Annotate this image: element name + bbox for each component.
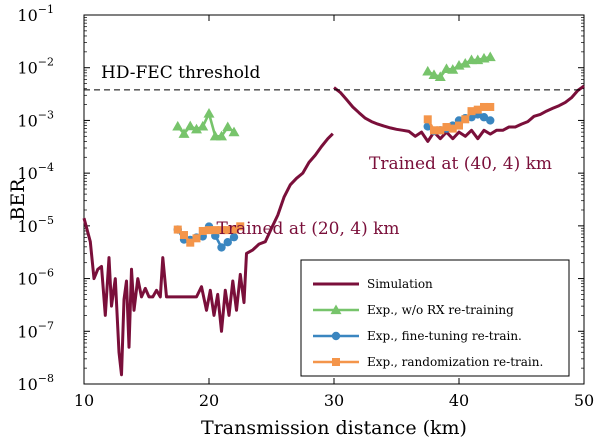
data-point	[461, 115, 470, 124]
data-point	[223, 237, 232, 247]
legend-item-exp-randomization-re-train: Exp., randomization re-train.	[313, 355, 543, 369]
legend-label: Exp., randomization re-train.	[367, 355, 543, 369]
series-exp-w-o-rx-re-training	[172, 51, 496, 141]
y-tick-label: 10−8	[17, 372, 54, 394]
series-line	[82, 132, 334, 377]
data-point	[198, 226, 207, 235]
x-tick-labels: 10 20 30 40 50	[74, 391, 594, 410]
legend-label: Simulation	[367, 277, 433, 291]
data-point	[217, 243, 226, 252]
data-point	[484, 51, 496, 62]
data-point	[455, 121, 463, 130]
y-tick-label: 10−7	[17, 319, 54, 341]
data-point	[229, 232, 239, 242]
data-point	[230, 225, 238, 234]
data-point	[211, 226, 220, 235]
y-tick-label: 10−6	[17, 267, 54, 289]
data-point	[473, 105, 482, 114]
data-point	[205, 226, 213, 235]
legend-label: Exp., fine-tuning re-train.	[367, 329, 522, 343]
x-tick-label: 40	[449, 391, 469, 410]
axis-ticks	[83, 14, 585, 385]
x-tick-label: 50	[574, 391, 594, 410]
x-tick-label: 20	[199, 391, 219, 410]
series-line	[333, 84, 585, 143]
data-point	[459, 58, 471, 68]
data-point	[180, 231, 188, 240]
y-tick-exponent: −4	[38, 161, 54, 174]
data-point	[228, 126, 240, 137]
series-layer	[82, 51, 585, 377]
data-point	[186, 238, 195, 247]
legend-label: Exp., w/o RX re-training	[367, 303, 514, 317]
legend-box	[300, 259, 570, 377]
legend-item-simulation: Simulation	[313, 277, 433, 291]
data-point	[430, 126, 438, 135]
x-tick-label: 10	[74, 391, 94, 410]
data-point	[203, 108, 215, 118]
data-point	[442, 123, 451, 132]
data-point	[217, 226, 226, 235]
plot-area: HD-FEC threshold Trained at (40, 4) km T…	[82, 14, 585, 385]
data-point	[448, 124, 457, 133]
annotation-trained-40km: Trained at (40, 4) km	[369, 154, 552, 174]
y-axis-title: BER	[7, 178, 29, 221]
y-tick-exponent: −7	[38, 319, 54, 332]
data-point	[486, 102, 495, 111]
data-point	[236, 222, 245, 231]
y-tick-exponent: −2	[38, 56, 54, 69]
data-point	[447, 64, 459, 74]
data-point	[479, 113, 489, 122]
data-point	[423, 115, 432, 124]
legend-items: Simulation Exp., w/o RX re-training Exp., …	[313, 277, 543, 369]
data-point	[173, 225, 182, 234]
data-point	[223, 226, 232, 235]
data-point	[428, 69, 440, 80]
data-point	[192, 234, 201, 243]
legend-marker	[330, 304, 342, 315]
data-point	[486, 116, 495, 125]
legend: Simulation Exp., w/o RX re-training Exp., …	[300, 259, 570, 377]
data-point	[436, 126, 445, 135]
data-point	[197, 120, 209, 131]
data-point	[480, 102, 488, 111]
y-tick-exponent: −5	[38, 214, 54, 227]
y-tick-label: 10−2	[17, 56, 54, 78]
legend-marker	[331, 331, 341, 341]
x-tick-label: 30	[324, 391, 344, 410]
data-point	[178, 128, 190, 138]
series-simulation	[82, 84, 585, 377]
y-tick-label: 10−1	[17, 3, 54, 25]
data-point	[172, 120, 184, 131]
data-point	[434, 71, 446, 82]
x-axis-title: Transmission distance (km)	[201, 417, 467, 439]
y-tick-exponent: −1	[38, 3, 54, 16]
data-point	[467, 107, 476, 116]
y-tick-exponent: −6	[38, 267, 54, 280]
y-tick-exponent: −3	[38, 108, 54, 121]
y-tick-exponent: −8	[38, 372, 54, 385]
data-point	[422, 65, 434, 76]
legend-item-exp-w-o-rx-re-training: Exp., w/o RX re-training	[313, 303, 514, 317]
data-point	[216, 130, 227, 141]
series-exp-randomization-re-train	[173, 102, 495, 247]
legend-item-exp-fine-tuning-re-train: Exp., fine-tuning re-train.	[313, 329, 522, 343]
annotation-trained-20km: Trained at (20, 4) km	[217, 219, 400, 239]
y-tick-label: 10−3	[17, 108, 54, 130]
data-point	[184, 120, 196, 131]
hd-fec-threshold-label: HD-FEC threshold	[101, 63, 260, 83]
legend-marker	[332, 358, 340, 366]
data-point	[191, 123, 202, 134]
data-point	[222, 121, 234, 132]
